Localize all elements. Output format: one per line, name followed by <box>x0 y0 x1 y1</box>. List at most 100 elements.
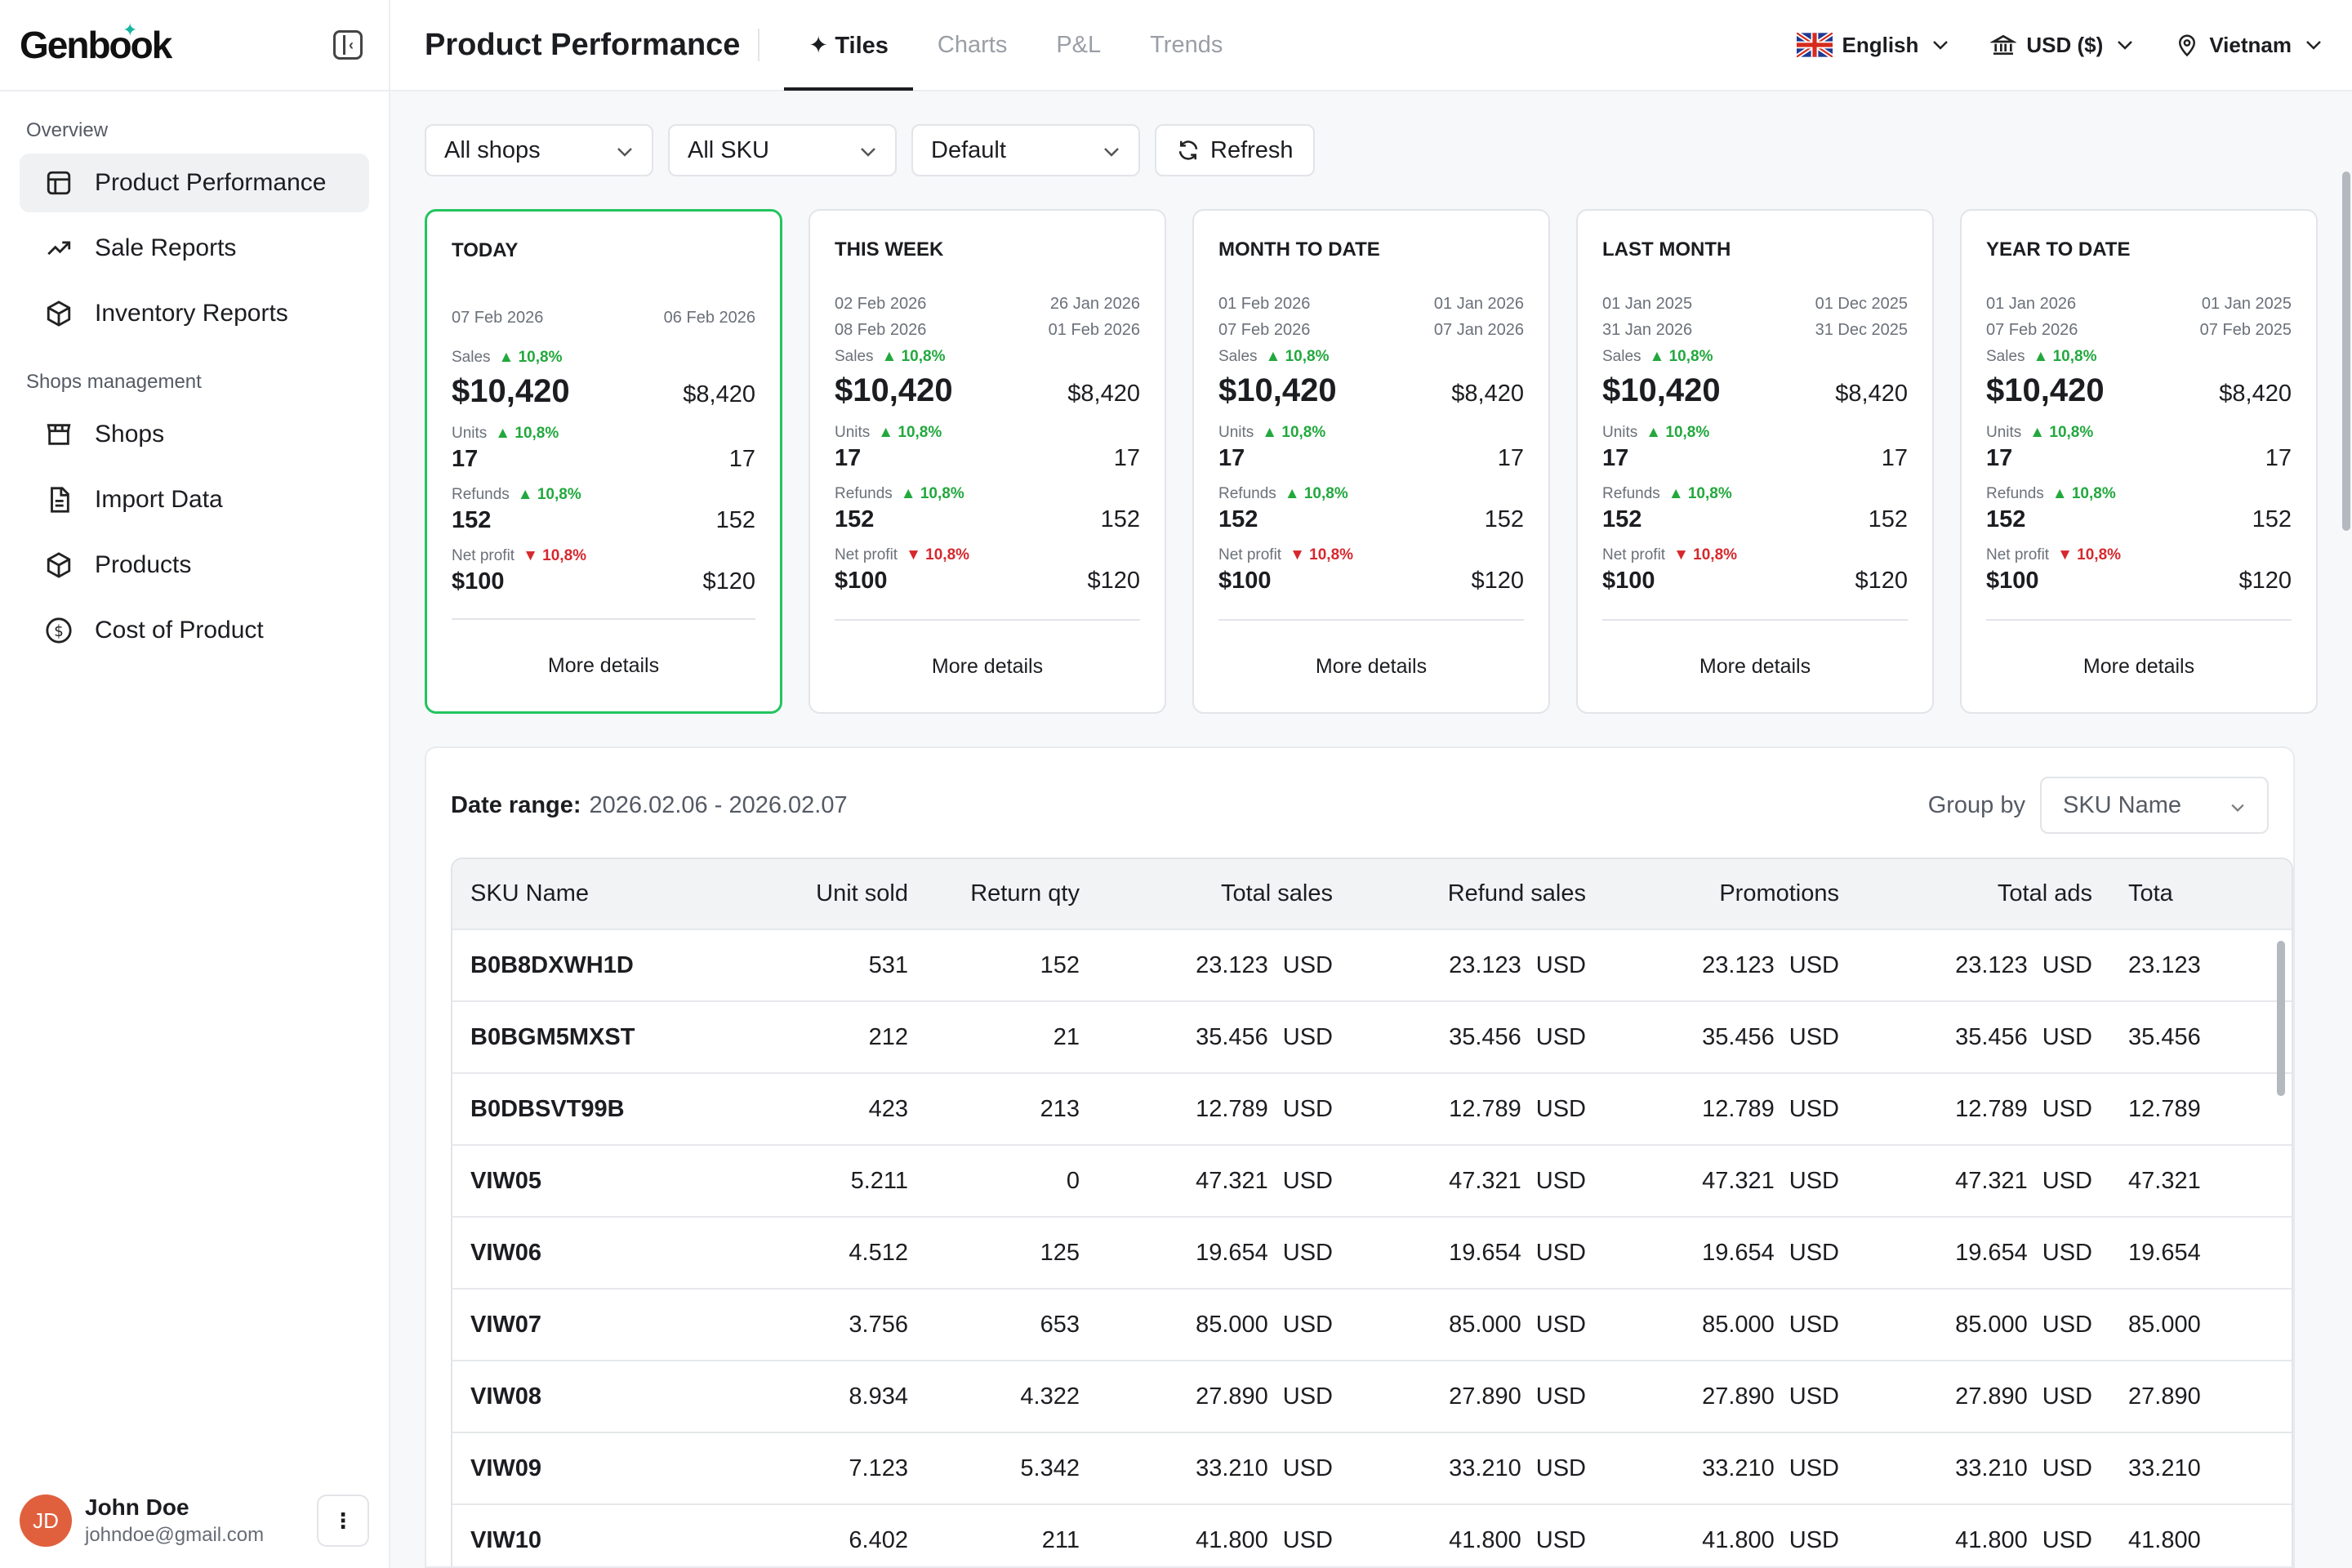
unit-sold-cell: 5.211 <box>850 1167 908 1194</box>
table-scrollbar[interactable] <box>2277 941 2285 1096</box>
column-header-sku-name[interactable]: SKU Name <box>470 880 590 906</box>
more-details-button[interactable]: More details <box>1602 619 1908 712</box>
total-cut-cell: 27.890 <box>2110 1361 2292 1432</box>
tile-current-dates: 01 Jan 2026 07 Feb 2026 <box>1986 291 2078 343</box>
net-profit-value: $100 <box>1218 568 1272 594</box>
promotions-cell: 19.654 USD <box>1604 1217 1857 1289</box>
sidebar-item-sale-reports[interactable]: Sale Reports <box>20 219 369 278</box>
period-tile[interactable]: THIS WEEK 02 Feb 2026 08 Feb 2026 26 Jan … <box>808 209 1166 714</box>
app-logo[interactable]: Genbook ✦ <box>20 20 172 66</box>
tab-pnl[interactable]: P&L <box>1056 31 1102 58</box>
period-tile[interactable]: MONTH TO DATE 01 Feb 2026 07 Feb 2026 01 … <box>1192 209 1550 714</box>
amount-value: 41.800 <box>1449 1527 1521 1553</box>
sidebar-item-import-data[interactable]: Import Data <box>20 470 369 529</box>
promotions-cell: 33.210 USD <box>1604 1432 1857 1504</box>
refunds-delta: ▲ 10,8% <box>517 486 581 503</box>
amount-value: 27.890 <box>1702 1383 1775 1410</box>
bank-icon <box>1990 32 2017 58</box>
sidebar-item-products[interactable]: Products <box>20 536 369 595</box>
table-row[interactable]: B0B8DXWH1D 531 152 23.123 USD 23.123 USD 23.123… <box>452 929 2292 1001</box>
language-select[interactable]: English <box>1794 30 1950 60</box>
tab-charts[interactable]: Charts <box>937 31 1008 58</box>
net-profit-delta: ▼ 10,8% <box>2057 546 2122 564</box>
net-profit-value: $100 <box>835 568 888 594</box>
refresh-button[interactable]: Refresh <box>1155 124 1315 176</box>
refund-sales-cell: 27.890 USD <box>1351 1361 1604 1432</box>
sidebar-item-product-performance[interactable]: Product Performance <box>20 154 369 212</box>
tile-previous-dates: 01 Jan 2026 07 Jan 2026 <box>1434 291 1524 343</box>
tab-trends[interactable]: Trends <box>1150 31 1223 58</box>
table-row[interactable]: B0BGM5MXST 212 21 35.456 USD 35.456 USD 35.456 U… <box>452 1001 2292 1073</box>
sidebar-item-inventory-reports[interactable]: Inventory Reports <box>20 284 369 343</box>
country-select[interactable]: Vietnam <box>2175 32 2323 58</box>
sku-name-cell: B0DBSVT99B <box>470 1095 625 1122</box>
shops-filter[interactable]: All shops <box>425 124 653 176</box>
table-row[interactable]: VIW08 8.934 4.322 27.890 USD 27.890 USD 27.890 U… <box>452 1361 2292 1432</box>
currency-code: USD <box>2042 1095 2092 1122</box>
currency-select[interactable]: USD ($) <box>1990 32 2134 58</box>
total-ads-cell: 23.123 USD <box>1857 929 2110 1001</box>
refunds-delta: ▲ 10,8% <box>2051 485 2116 502</box>
column-header-unit-sold[interactable]: Unit sold <box>816 880 908 906</box>
total-ads-cell: 33.210 USD <box>1857 1432 2110 1504</box>
tile-date: 07 Feb 2026 <box>452 309 544 327</box>
more-details-button[interactable]: More details <box>835 619 1140 712</box>
period-tile[interactable]: LAST MONTH 01 Jan 2025 31 Jan 2026 01 Dec… <box>1576 209 1934 714</box>
column-header-total-ads[interactable]: Total ads <box>1997 880 2092 906</box>
column-header-total-sales[interactable]: Total sales <box>1220 880 1333 906</box>
currency-code: USD <box>2042 1023 2092 1050</box>
currency-code: USD <box>2042 1311 2092 1338</box>
sales-value: $10,420 <box>1602 372 1721 408</box>
total-ads-cell: 47.321 USD <box>1857 1145 2110 1217</box>
page-scrollbar[interactable] <box>2342 172 2350 531</box>
sidebar-item-cost-of-product[interactable]: $ Cost of Product <box>20 601 369 660</box>
box-icon <box>44 299 74 328</box>
amount-value: 85.000 <box>1196 1311 1268 1338</box>
sales-delta: ▲ 10,8% <box>881 348 946 365</box>
group-by-select[interactable]: SKU Name <box>2040 777 2269 834</box>
currency-code: USD <box>1282 1095 1333 1122</box>
total-sales-cell: 35.456 USD <box>1098 1001 1351 1073</box>
table-row[interactable]: VIW10 6.402 211 41.800 USD 41.800 USD 41.800 USD… <box>452 1504 2292 1566</box>
more-details-button[interactable]: More details <box>1986 619 2292 712</box>
table-row[interactable]: VIW06 4.512 125 19.654 USD 19.654 USD 19.654 USD… <box>452 1217 2292 1289</box>
sort-filter[interactable]: Default <box>911 124 1140 176</box>
return-qty-cell: 152 <box>1040 951 1080 978</box>
more-details-button[interactable]: More details <box>1218 619 1524 712</box>
sidebar-collapse-icon[interactable]: ‹ <box>333 30 363 60</box>
units-value: 17 <box>835 445 862 471</box>
table-row[interactable]: VIW07 3.756 653 85.000 USD 85.000 USD 85.000 USD… <box>452 1289 2292 1361</box>
table-row[interactable]: VIW09 7.123 5.342 33.210 USD 33.210 USD 33.210 U… <box>452 1432 2292 1504</box>
column-header-refund-sales[interactable]: Refund sales <box>1447 880 1586 906</box>
tile-date: 06 Feb 2026 <box>663 309 755 327</box>
sidebar-item-label: Product Performance <box>95 169 327 196</box>
avatar[interactable]: JD <box>20 1494 72 1547</box>
refund-sales-cell: 41.800 USD <box>1351 1504 1604 1566</box>
table-row[interactable]: VIW05 5.211 0 47.321 USD 47.321 USD 47.321 USD 47… <box>452 1145 2292 1217</box>
more-details-button[interactable]: More details <box>452 618 755 711</box>
column-header-total-cut[interactable]: Tota <box>2128 880 2173 906</box>
column-header-promotions[interactable]: Promotions <box>1719 880 1839 906</box>
total-sales-cell: 85.000 USD <box>1098 1289 1351 1361</box>
units-prev-value: 17 <box>2265 445 2292 471</box>
sales-value: $10,420 <box>1218 372 1337 408</box>
more-vertical-icon[interactable]: ⋮ <box>317 1494 369 1547</box>
period-tile[interactable]: YEAR TO DATE 01 Jan 2026 07 Feb 2026 01 J… <box>1960 209 2318 714</box>
sales-delta: ▲ 10,8% <box>2033 348 2097 365</box>
promotions-cell: 47.321 USD <box>1604 1145 1857 1217</box>
table-row[interactable]: B0DBSVT99B 423 213 12.789 USD 12.789 USD 12.789… <box>452 1073 2292 1145</box>
logo-accent-icon: ✦ <box>122 20 137 40</box>
promotions-cell: 35.456 USD <box>1604 1001 1857 1073</box>
header-divider <box>758 29 760 61</box>
period-tile[interactable]: TODAY 07 Feb 2026 06 Feb 2026 Sales ▲ 10,… <box>425 209 782 714</box>
total-sales-cell: 27.890 USD <box>1098 1361 1351 1432</box>
sku-filter[interactable]: All SKU <box>668 124 897 176</box>
package-icon <box>44 550 74 580</box>
column-header-return-qty[interactable]: Return qty <box>970 880 1080 906</box>
user-profile: JD John Doe johndoe@gmail.com ⋮ <box>20 1488 369 1553</box>
sidebar-item-shops[interactable]: Shops <box>20 405 369 464</box>
sku-name-cell: VIW10 <box>470 1527 542 1553</box>
refunds-metric: Refunds ▲ 10,8% 152 152 <box>1986 485 2292 533</box>
tab-tiles[interactable]: ✦ Tiles <box>784 0 913 91</box>
refunds-value: 152 <box>452 507 492 533</box>
